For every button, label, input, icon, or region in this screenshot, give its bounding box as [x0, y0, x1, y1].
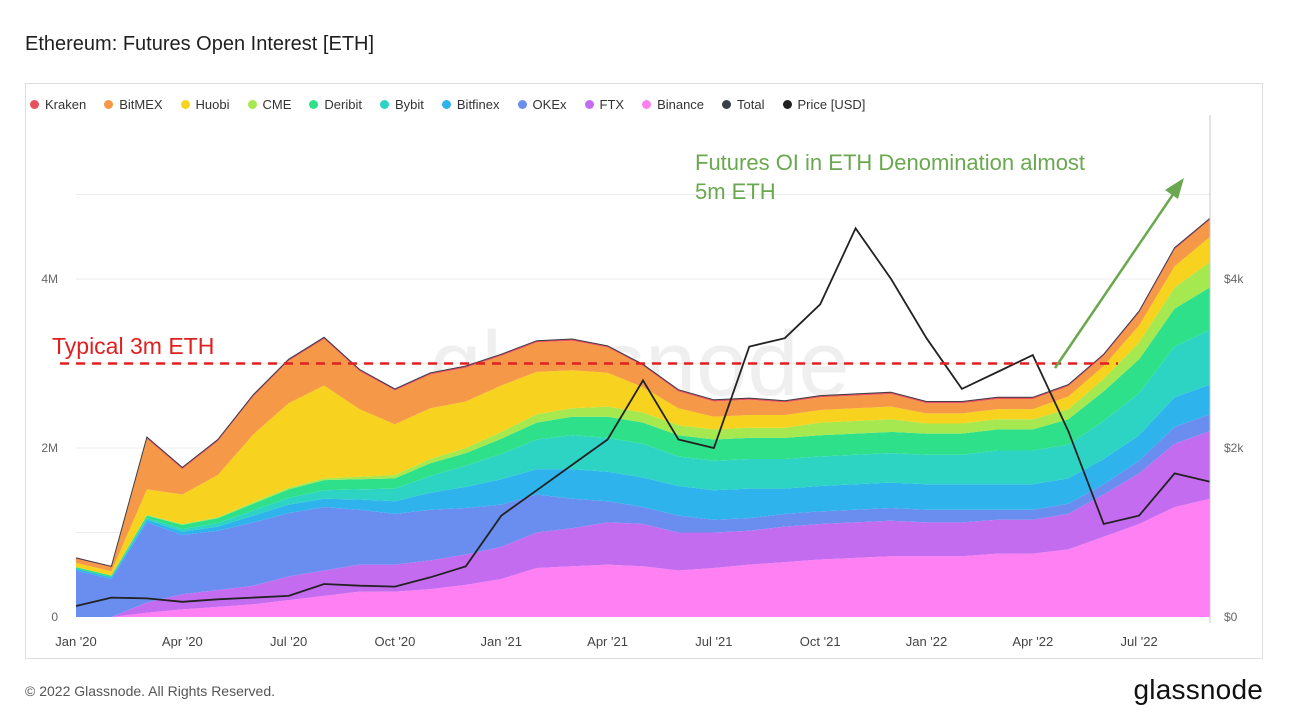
y-right-tick-label: $0 — [1224, 610, 1238, 624]
legend-dot-icon — [104, 99, 114, 109]
area-ftx — [76, 431, 1210, 617]
legend-dot-icon — [517, 99, 527, 109]
y-right-tick-label: $2k — [1224, 441, 1244, 455]
x-tick-label: Apr '20 — [162, 634, 203, 649]
legend-label: FTX — [599, 96, 625, 112]
legend-item-cme[interactable]: CME — [247, 96, 292, 112]
legend-label: OKEx — [532, 96, 567, 112]
price-line — [75, 226, 1211, 607]
legend-dot-icon — [247, 99, 257, 109]
legend-dot-icon — [180, 99, 190, 109]
legend-item-deribit[interactable]: Deribit — [309, 97, 362, 112]
area-cme — [76, 262, 1210, 576]
y-left-tick-label: 2M — [41, 441, 58, 455]
area-bitfinex — [76, 384, 1210, 579]
x-tick-label: Jan '20 — [55, 634, 97, 649]
legend-item-total[interactable]: Total — [722, 96, 765, 112]
trend-arrow-line — [1053, 189, 1178, 369]
legend-item-ftx[interactable]: FTX — [584, 96, 625, 112]
x-tick-label: Jul '22 — [1121, 634, 1158, 649]
x-tick-label: Apr '22 — [1012, 634, 1053, 649]
legend-dot-icon — [309, 99, 319, 109]
legend-dot-icon — [642, 99, 652, 109]
x-tick-label: Jan '22 — [906, 634, 948, 649]
legend-item-bybit[interactable]: Bybit — [379, 96, 424, 112]
legend-item-kraken[interactable]: Kraken — [30, 97, 86, 112]
legend-label: Deribit — [324, 96, 362, 112]
arrow-head-icon — [1165, 178, 1184, 199]
legend-label: BitMEX — [119, 96, 163, 112]
x-tick-label: Jul '21 — [695, 634, 732, 649]
legend-label: Total — [737, 96, 765, 112]
x-tick-label: Jan '21 — [480, 634, 522, 649]
legend-label: Huobi — [195, 96, 230, 112]
legend-item-huobi[interactable]: Huobi — [180, 96, 230, 112]
annotation-line2: 5m ETH — [695, 179, 776, 204]
legend-dot-icon — [722, 99, 732, 109]
copyright-text: © 2022 Glassnode. All Rights Reserved. — [25, 683, 276, 699]
chart-legend: Kraken BitMEX Huobi CME Deribit Bybit Bitfinex… — [30, 95, 883, 113]
legend-item-bitfinex[interactable]: Bitfinex — [441, 96, 500, 112]
legend-label: Binance — [657, 96, 705, 112]
legend-label: CME — [262, 96, 292, 112]
x-tick-label: Apr '21 — [587, 634, 628, 649]
legend-label: Kraken — [45, 96, 87, 112]
legend-item-binance[interactable]: Binance — [642, 97, 704, 112]
area-binance — [76, 498, 1210, 617]
legend-label: Bitfinex — [456, 96, 500, 112]
area-huobi — [76, 236, 1210, 576]
x-tick-label: Oct '21 — [800, 634, 841, 649]
legend-dot-icon — [782, 99, 792, 109]
y-left-tick-label: 4M — [41, 272, 58, 286]
legend-label: Bybit — [394, 96, 424, 112]
legend-dot-icon — [30, 99, 39, 109]
legend-dot-icon — [584, 99, 594, 109]
legend-item-price-usd[interactable]: Price [USD] — [782, 96, 866, 112]
page-title: Ethereum: Futures Open Interest [ETH] — [25, 33, 375, 55]
area-bitmex — [76, 219, 1210, 572]
legend-item-okex[interactable]: OKEx — [517, 96, 567, 112]
x-tick-label: Oct '20 — [375, 634, 416, 649]
annotation-typical-label: Typical 3m ETH — [52, 333, 214, 359]
area-deribit — [76, 287, 1210, 578]
x-tick-label: Jul '20 — [270, 634, 307, 649]
y-left-tick-label: 0 — [51, 610, 58, 624]
area-bybit — [76, 329, 1210, 578]
legend-dot-icon — [379, 99, 389, 109]
annotation-line1: Futures OI in ETH Denomination almost — [695, 150, 1085, 175]
legend-item-bitmex[interactable]: BitMEX — [104, 96, 163, 112]
legend-dot-icon — [441, 99, 451, 109]
y-right-tick-label: $4k — [1224, 272, 1244, 286]
legend-label: Price [USD] — [797, 96, 866, 112]
area-okex — [76, 414, 1210, 617]
brand-logo: glassnode — [1133, 674, 1263, 705]
